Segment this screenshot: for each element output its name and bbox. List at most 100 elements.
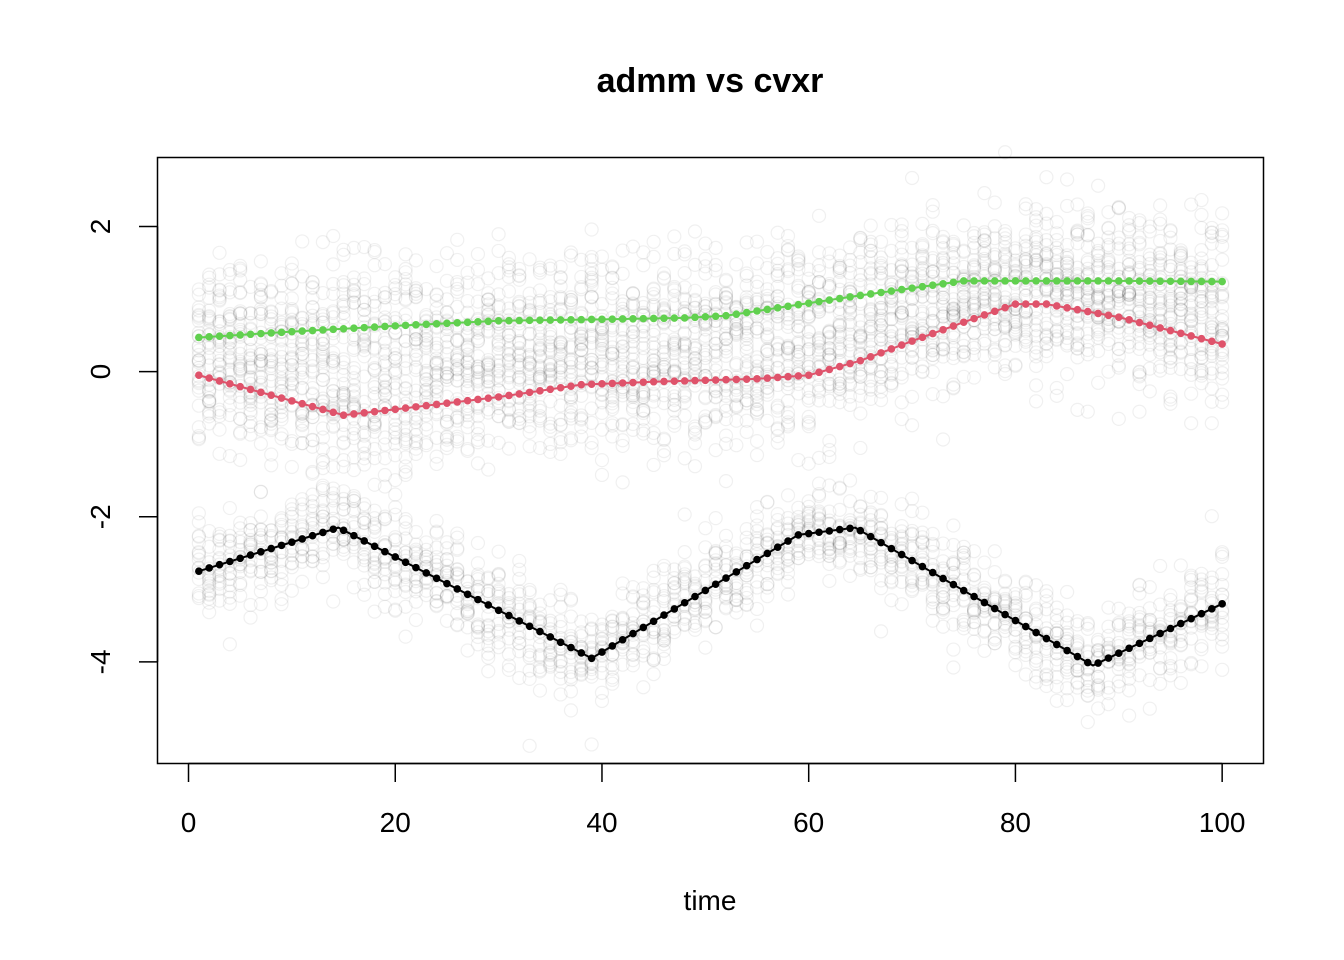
observation-point [1215, 549, 1230, 564]
observation-point [543, 630, 558, 646]
observation-point [708, 562, 723, 577]
observation-point [522, 370, 537, 386]
observation-point [1204, 290, 1219, 306]
observation-point [429, 540, 444, 555]
observation-point [584, 622, 599, 637]
observation-point [264, 555, 279, 570]
observation-point [357, 394, 372, 409]
observation-point [873, 552, 889, 567]
series-point [474, 395, 482, 404]
observation-point [419, 542, 434, 557]
observation-point [367, 511, 382, 526]
observation-point [1173, 344, 1188, 359]
observation-point [1163, 607, 1178, 623]
observation-point [408, 434, 424, 449]
observation-point [470, 370, 486, 386]
observation-point [1204, 394, 1219, 409]
observation-point [295, 519, 310, 535]
observation-point [1142, 615, 1157, 630]
observation-point [687, 569, 703, 584]
observation-point [346, 383, 361, 398]
observation-point [264, 283, 279, 299]
observation-point [357, 342, 372, 358]
observation-point [1101, 296, 1116, 311]
observation-point [1008, 598, 1023, 614]
observation-point [677, 617, 692, 633]
observation-point [336, 502, 351, 517]
observation-point [191, 343, 206, 358]
observation-point [925, 387, 940, 402]
observation-point [501, 610, 517, 625]
observation-point [315, 509, 330, 524]
observation-point [977, 348, 992, 363]
observation-point [543, 645, 558, 661]
observation-point [842, 307, 858, 322]
observation-point [1173, 599, 1188, 614]
observation-point [956, 345, 971, 360]
observation-point [243, 306, 258, 321]
observation-point [408, 579, 424, 594]
observation-point [1111, 615, 1126, 631]
observation-point [1173, 286, 1188, 301]
observation-point [305, 464, 320, 480]
observation-point [677, 572, 692, 587]
observation-point [326, 418, 341, 433]
observation-point [605, 613, 620, 628]
observation-point [863, 319, 878, 334]
observation-point [822, 548, 837, 564]
observation-point [243, 563, 258, 578]
observation-point [315, 546, 330, 562]
observation-point [1204, 320, 1219, 335]
observation-point [677, 507, 692, 522]
observation-point [398, 521, 413, 536]
observation-point [780, 552, 796, 567]
observation-point [284, 358, 299, 373]
observation-point [780, 522, 796, 537]
observation-point [253, 584, 268, 599]
observation-point [357, 446, 372, 461]
observation-point [491, 623, 506, 639]
observation-point [398, 569, 413, 585]
observation-point [718, 428, 734, 443]
observation-point [636, 594, 651, 609]
observation-point [202, 586, 217, 601]
observation-point [801, 494, 816, 509]
observation-point [729, 575, 744, 591]
observation-point [977, 624, 992, 639]
observation-point [770, 512, 785, 528]
observation-point [1080, 714, 1095, 730]
observation-point [191, 303, 206, 318]
observation-point [687, 425, 703, 440]
observation-point [367, 416, 382, 431]
observation-point [718, 388, 734, 404]
observation-point [698, 604, 713, 619]
observation-point [450, 541, 465, 556]
series-point [711, 580, 720, 589]
observation-point [1101, 697, 1116, 712]
observation-point [646, 361, 661, 376]
observation-point [646, 364, 661, 379]
observation-point [832, 536, 847, 551]
observation-point [884, 560, 899, 575]
observation-point [646, 570, 661, 585]
series-point [1197, 609, 1206, 618]
observation-point [326, 384, 341, 399]
observation-point [367, 377, 382, 392]
observation-point [853, 499, 868, 514]
series-point [732, 375, 741, 384]
observation-point [429, 513, 444, 529]
observation-point [1091, 644, 1106, 659]
observation-point [253, 354, 268, 369]
observation-point [295, 360, 310, 375]
observation-point [305, 542, 320, 557]
observation-point [1101, 318, 1116, 333]
observation-point [1028, 601, 1044, 616]
observation-point [594, 631, 610, 646]
observation-point [1173, 675, 1188, 691]
observation-point [501, 414, 517, 429]
series-point [205, 564, 213, 572]
observation-point [1080, 673, 1095, 688]
observation-point [667, 335, 682, 350]
observation-point [873, 384, 889, 399]
observation-point [946, 381, 961, 396]
